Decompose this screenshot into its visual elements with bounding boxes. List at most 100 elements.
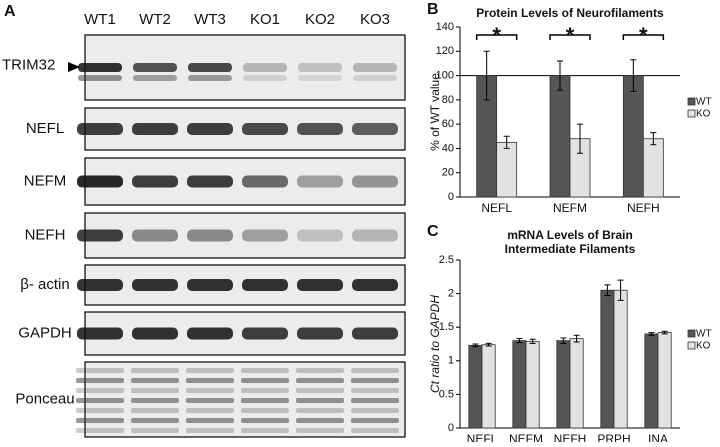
band: [296, 388, 344, 393]
band: [76, 398, 124, 403]
y-tick-label: 80: [442, 94, 454, 106]
y-tick-label: 2: [448, 288, 454, 300]
band: [76, 418, 124, 423]
significance-mark: *: [492, 23, 501, 48]
error-bar: [577, 123, 583, 154]
legend-swatch: [687, 97, 696, 106]
row-label: NEFH: [25, 226, 66, 243]
bar: [468, 344, 483, 429]
band: [297, 175, 343, 188]
y-tick-label: 140: [436, 21, 454, 33]
band: [76, 388, 124, 393]
band: [133, 63, 177, 72]
band: [353, 63, 397, 72]
significance-bracket: [622, 34, 665, 40]
band: [132, 279, 178, 291]
band: [132, 327, 178, 340]
bar: [549, 75, 571, 198]
band: [76, 428, 124, 433]
band: [243, 75, 287, 81]
y-axis-label: Ct ratio to GAPDH: [428, 295, 442, 393]
error-bar: [560, 337, 567, 344]
x-tick-label: NEFM: [553, 201, 587, 215]
lane-label: KO1: [250, 11, 280, 28]
error-bar: [472, 343, 479, 348]
chart-title: mRNA Levels of Brain: [507, 228, 633, 242]
band: [297, 229, 343, 242]
y-tick-label: 1: [448, 355, 454, 367]
band: [187, 123, 233, 135]
error-bar: [648, 332, 655, 336]
band: [298, 75, 342, 81]
band: [186, 408, 234, 413]
legend-label: WT: [696, 97, 712, 108]
y-tick-label: 60: [442, 118, 454, 130]
arrowhead: [68, 62, 80, 72]
band: [297, 123, 343, 135]
y-tick-label: 0: [448, 422, 454, 434]
significance-bracket: [475, 34, 518, 40]
bar: [512, 340, 527, 429]
error-bar: [661, 330, 668, 335]
x-tick-label: NEFL: [481, 201, 512, 215]
row-label: Ponceau: [15, 390, 74, 407]
band: [352, 229, 398, 242]
bar: [569, 338, 584, 429]
band: [241, 398, 289, 403]
band: [351, 368, 399, 373]
band: [296, 368, 344, 373]
panel-label: B: [427, 1, 439, 18]
band: [296, 428, 344, 433]
bar: [642, 138, 664, 198]
y-tick-label: 100: [436, 69, 454, 81]
error-bar: [503, 135, 510, 149]
bar: [613, 289, 628, 429]
legend-label: KO: [696, 341, 711, 352]
x-tick-label: NEFH: [627, 201, 660, 215]
band: [188, 63, 232, 72]
y-tick-label: 0: [448, 191, 454, 203]
bar: [496, 141, 518, 198]
band: [131, 418, 179, 423]
error-bar: [529, 338, 536, 344]
y-tick-label: 0.5: [439, 388, 454, 400]
significance-mark: *: [639, 23, 648, 48]
row-label: β- actin: [20, 276, 69, 293]
x-tick-label: PRPH: [597, 432, 630, 442]
x-tick-label: INA: [648, 432, 668, 442]
error-bar: [485, 342, 492, 347]
row-label: NEFL: [26, 120, 64, 137]
bar: [622, 75, 644, 198]
y-tick-label: 20: [442, 167, 454, 179]
band: [131, 398, 179, 403]
significance-bracket: [549, 34, 591, 40]
panel-label: A: [4, 3, 16, 20]
legend-swatch: [687, 329, 696, 338]
band: [241, 418, 289, 423]
y-tick-label: 40: [442, 142, 454, 154]
significance-mark: *: [566, 23, 575, 48]
band: [298, 63, 342, 72]
band: [131, 408, 179, 413]
band: [187, 279, 233, 291]
x-tick-label: NEFH: [554, 432, 587, 442]
band: [351, 418, 399, 423]
error-bar: [630, 59, 637, 92]
band: [352, 279, 398, 291]
row-label: GAPDH: [18, 324, 71, 341]
y-tick-label: 1.5: [439, 321, 454, 333]
band: [242, 123, 288, 135]
band: [186, 378, 234, 383]
band: [78, 63, 122, 72]
band: [187, 327, 233, 340]
band: [131, 378, 179, 383]
band: [132, 229, 178, 242]
western-blots: WT1 WT2 WT3 KO1 KO2 KO3 TRIM32 NEFL NEFM NEFH β- a…: [2, 11, 406, 438]
band: [77, 123, 123, 135]
legend-swatch: [687, 341, 696, 350]
band: [133, 75, 177, 81]
band: [351, 408, 399, 413]
chart-title: Protein Levels of Neurofilaments: [476, 6, 664, 20]
band: [243, 63, 287, 72]
